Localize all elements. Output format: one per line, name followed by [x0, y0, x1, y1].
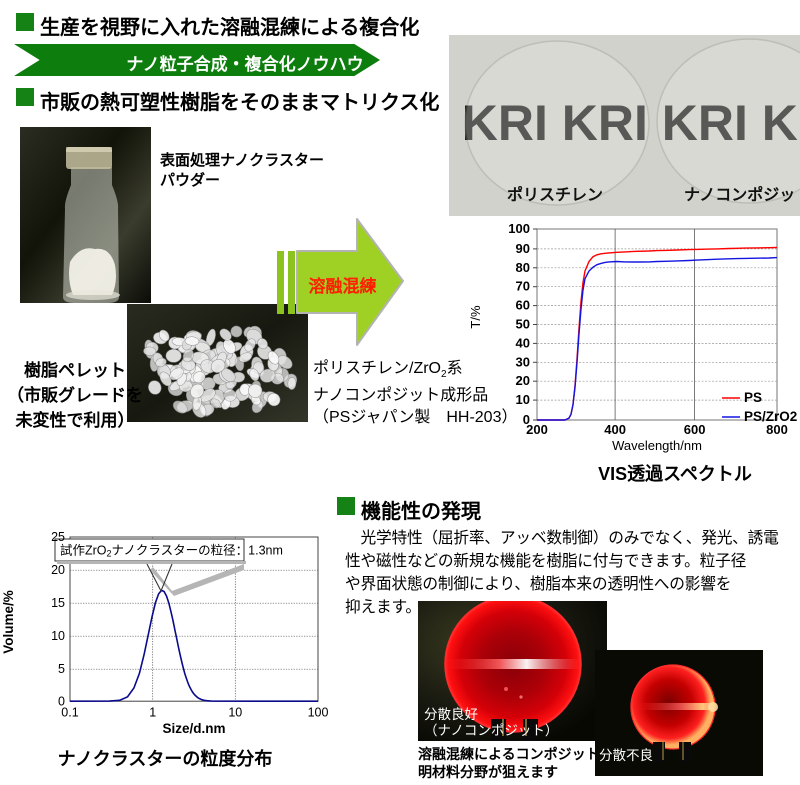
svg-text:試作ZrO2ナノクラスターの粒径：1.3nm: 試作ZrO2ナノクラスターの粒径：1.3nm [60, 543, 283, 559]
svg-text:PS: PS [744, 390, 762, 405]
svg-text:（ナノコンポジット）: （ナノコンポジット） [424, 723, 558, 738]
svg-text:80: 80 [516, 260, 530, 275]
svg-text:40: 40 [516, 335, 530, 350]
svg-text:10: 10 [516, 392, 530, 407]
svg-text:20: 20 [51, 563, 65, 577]
svg-text:600: 600 [684, 422, 706, 437]
svg-text:T/%: T/% [468, 305, 483, 329]
svg-text:100: 100 [508, 222, 530, 236]
svg-text:Volume/%: Volume/% [1, 590, 16, 654]
svg-text:PS/ZrO2: PS/ZrO2 [744, 409, 797, 424]
svg-text:ポリスチレン: ポリスチレン [507, 185, 603, 204]
svg-text:20: 20 [516, 373, 530, 388]
svg-text:1: 1 [149, 706, 156, 720]
svg-text:分散不良: 分散不良 [599, 748, 653, 763]
svg-text:70: 70 [516, 279, 530, 294]
svg-text:ナノコンポジット: ナノコンポジット [684, 185, 800, 204]
svg-text:0: 0 [58, 695, 65, 709]
svg-text:100: 100 [308, 706, 329, 720]
svg-text:30: 30 [516, 354, 530, 369]
svg-text:800: 800 [766, 422, 788, 437]
svg-text:Size/d.nm: Size/d.nm [162, 721, 225, 736]
svg-text:200: 200 [526, 422, 548, 437]
svg-text:400: 400 [604, 422, 626, 437]
svg-text:90: 90 [516, 241, 530, 256]
svg-text:50: 50 [516, 317, 530, 332]
svg-text:5: 5 [58, 662, 65, 676]
svg-text:10: 10 [51, 629, 65, 643]
svg-text:15: 15 [51, 596, 65, 610]
svg-text:Wavelength/nm: Wavelength/nm [612, 438, 702, 453]
svg-text:60: 60 [516, 298, 530, 313]
svg-text:25: 25 [51, 530, 65, 544]
svg-text:分散良好: 分散良好 [424, 707, 478, 722]
svg-text:10: 10 [228, 706, 242, 720]
